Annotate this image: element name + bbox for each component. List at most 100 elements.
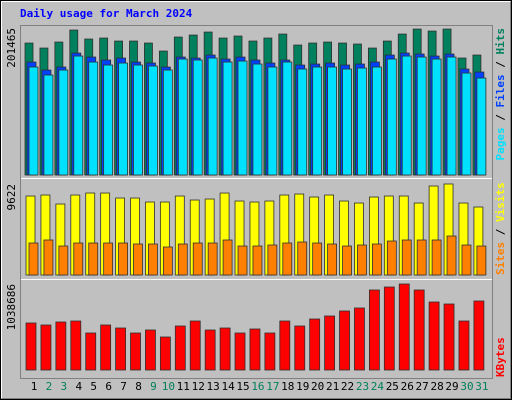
x-tick-label: 2 [46, 380, 53, 393]
bar [88, 242, 99, 276]
legend-entry: Hits [494, 28, 507, 55]
x-tick-label: 23 [356, 380, 369, 393]
bar [73, 55, 84, 176]
x-tick-label: 26 [401, 380, 414, 393]
legend: Sites / Visits [494, 182, 507, 275]
bar [100, 324, 112, 371]
x-tick-label: 22 [341, 380, 354, 393]
legend-separator: / [494, 108, 507, 128]
x-tick-label: 28 [430, 380, 443, 393]
bar [40, 324, 52, 371]
bar [327, 66, 338, 176]
bar [357, 244, 367, 276]
bar [88, 61, 99, 176]
bar [28, 242, 39, 276]
bar [368, 289, 380, 371]
bar [371, 66, 382, 176]
bar [177, 58, 188, 176]
bar [416, 56, 427, 176]
bar [159, 336, 171, 371]
bar [428, 301, 440, 371]
bar [219, 327, 231, 371]
x-tick-label: 18 [281, 380, 294, 393]
legend-entry: Visits [494, 182, 507, 222]
bar [267, 66, 278, 176]
bar [342, 245, 352, 276]
bar [177, 243, 188, 276]
bar [473, 300, 485, 371]
bar [148, 243, 158, 276]
x-tick-label: 5 [90, 380, 97, 393]
bar [383, 286, 395, 371]
bar [312, 242, 323, 276]
x-tick-label: 1 [31, 380, 38, 393]
x-tick-label: 6 [105, 380, 112, 393]
bar [324, 315, 336, 371]
bar [297, 241, 308, 276]
bar [401, 239, 412, 276]
bar [192, 242, 203, 276]
x-tick-label: 27 [416, 380, 429, 393]
bar [431, 239, 442, 276]
x-tick-label: 14 [221, 380, 235, 393]
bar [401, 55, 412, 176]
bar [398, 283, 410, 371]
x-tick-label: 7 [120, 380, 127, 393]
x-tick-label: 17 [266, 380, 279, 393]
x-tick-label: 31 [475, 380, 488, 393]
bar [148, 65, 158, 176]
bar [354, 307, 365, 371]
bar [446, 235, 457, 276]
bar [431, 58, 442, 176]
bar [222, 61, 233, 176]
y-tick-label: 9622 [5, 184, 18, 211]
bar [371, 243, 382, 276]
plot-frame [20, 25, 493, 379]
bar [476, 77, 487, 176]
y-tick-label: 1038686 [5, 284, 18, 330]
bar [130, 332, 141, 371]
bar [118, 242, 128, 276]
x-tick-label: 13 [207, 380, 220, 393]
legend: Pages / Files / Hits [494, 28, 507, 161]
bar [282, 242, 293, 276]
bar [103, 64, 114, 176]
bar [207, 57, 218, 176]
bar [162, 69, 173, 176]
bar [386, 240, 397, 276]
x-tick-label: 25 [386, 380, 399, 393]
y-tick-label: 201465 [5, 28, 18, 68]
legend-entry: Pages [494, 127, 507, 160]
bar [264, 332, 276, 371]
bar [386, 58, 397, 176]
x-tick-label: 4 [75, 380, 82, 393]
bar [252, 245, 263, 276]
x-tick-label: 8 [135, 380, 142, 393]
bar [443, 303, 455, 371]
bar [103, 242, 114, 276]
bar [28, 66, 39, 176]
bar [145, 329, 156, 371]
bar [73, 242, 84, 276]
legend-entry: Files [494, 74, 507, 107]
bar [249, 328, 261, 371]
x-tick-label: 9 [150, 380, 157, 393]
bar [413, 289, 425, 371]
legend: KBytes [494, 337, 507, 377]
x-tick-label: 16 [251, 380, 264, 393]
bar [207, 242, 218, 276]
x-tick-label: 21 [326, 380, 339, 393]
bar [339, 310, 350, 371]
bar [85, 332, 97, 371]
x-tick-label: 10 [162, 380, 175, 393]
bar [312, 66, 323, 176]
bar [234, 332, 246, 371]
x-tick-label: 24 [371, 380, 385, 393]
bar [25, 322, 37, 371]
bar [133, 64, 143, 176]
x-tick-label: 12 [192, 380, 205, 393]
bar [43, 239, 54, 276]
